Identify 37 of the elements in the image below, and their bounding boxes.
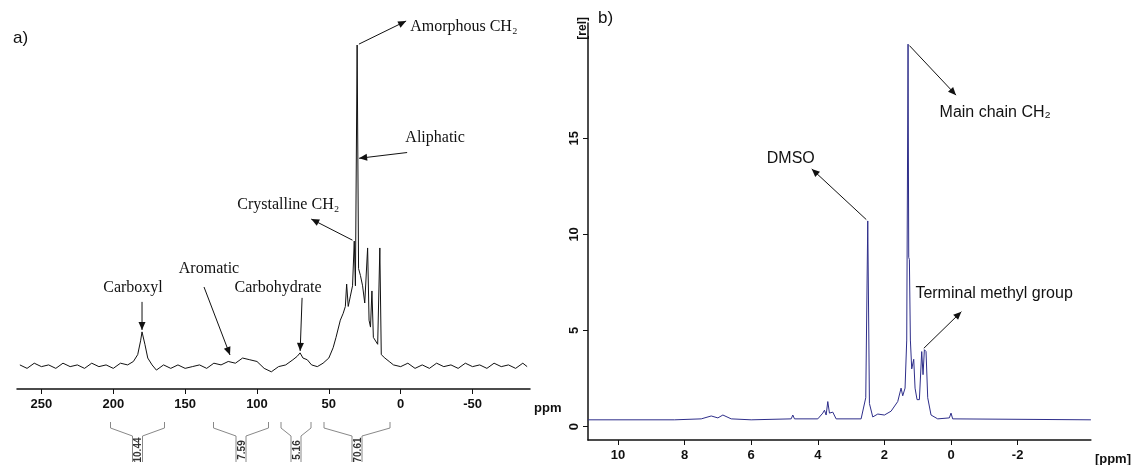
y-tick-label: 10 — [566, 227, 581, 242]
annotation: Aliphatic — [405, 128, 465, 147]
x-tick-label: 2 — [880, 447, 889, 462]
x-tick-label: -50 — [463, 396, 482, 411]
x-tick-label: -2 — [1011, 447, 1024, 462]
x-tick-label: 10 — [610, 447, 626, 462]
annotation: DMSO — [766, 149, 815, 167]
chart-title: a) — [13, 28, 29, 47]
line-series — [587, 43, 1092, 421]
x-tick-label: 150 — [174, 396, 196, 411]
x-tick-label: 6 — [747, 447, 755, 462]
chart-title: b) — [598, 8, 614, 27]
y-tick-label: 0 — [566, 422, 581, 431]
x-tick-label: 0 — [397, 396, 405, 411]
x-axis-title: [ppm] — [1094, 451, 1132, 465]
annotation: Aromatic — [178, 258, 240, 276]
annotation: Main chain CH₂ — [939, 103, 1051, 121]
x-axis-title: ppm — [534, 400, 562, 415]
text: 10.44 — [132, 437, 143, 463]
annotation: Terminal methyl group — [915, 284, 1073, 302]
text: 70.61 — [351, 437, 363, 463]
x-tick-label: 4 — [814, 447, 823, 462]
annotation: Carboxyl — [103, 278, 164, 297]
x-tick-label: 50 — [321, 396, 337, 411]
y-tick-label: 15 — [566, 131, 581, 146]
text: 7.59 — [235, 439, 247, 460]
annotation: Carbohydrate — [234, 278, 322, 297]
x-tick-label: 250 — [30, 396, 53, 411]
x-tick-label: 0 — [947, 447, 955, 462]
x-tick-label: 200 — [102, 396, 125, 411]
x-tick-label: 100 — [246, 396, 268, 411]
text: 5.16 — [290, 439, 302, 460]
annotation: Crystalline CH₂ — [237, 194, 340, 213]
y-axis-title: [rel] — [575, 17, 589, 40]
x-tick-label: 8 — [680, 447, 689, 462]
annotation: Amorphous CH₂ — [410, 16, 518, 35]
y-tick-label: 5 — [566, 326, 581, 335]
